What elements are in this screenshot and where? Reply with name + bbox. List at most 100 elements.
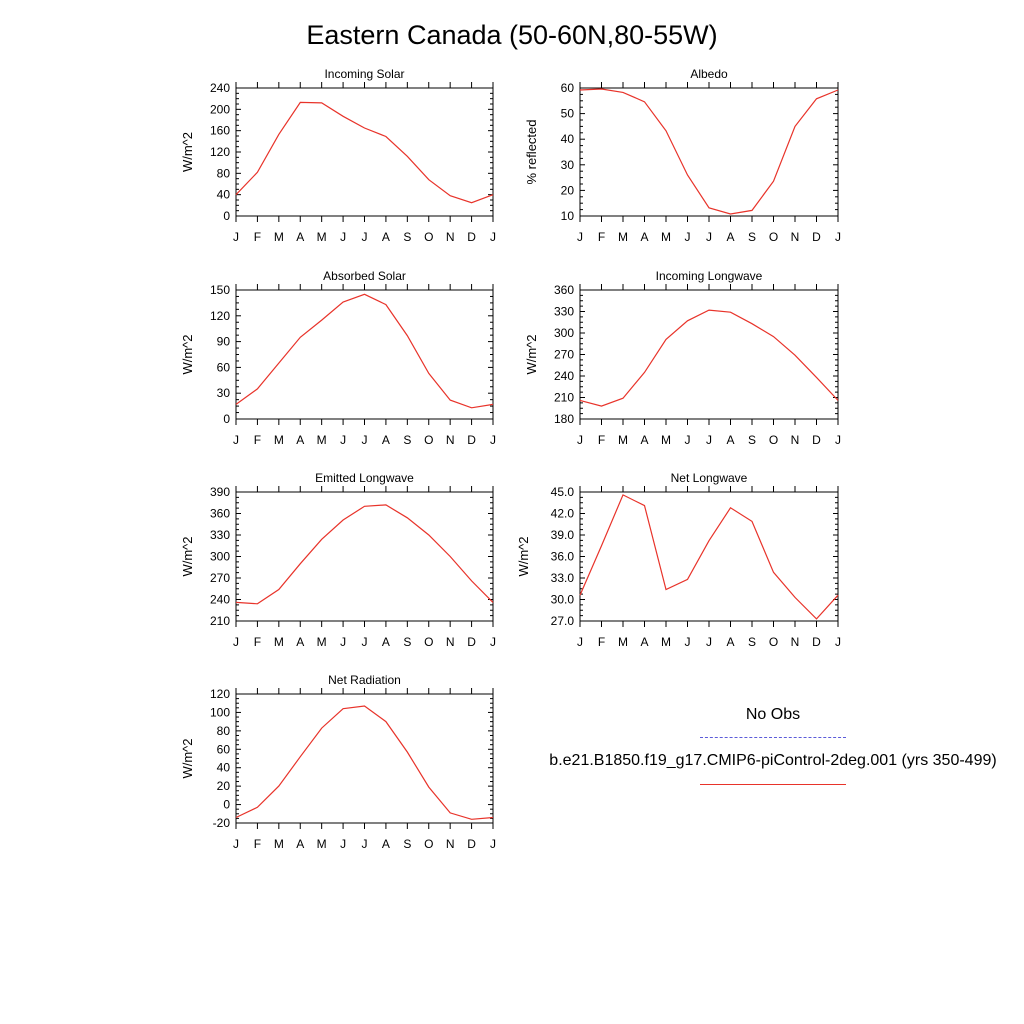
net-radiation-ylabel: W/m^2 xyxy=(180,738,195,778)
x-tick-label: A xyxy=(726,635,734,649)
y-tick-label: 30.0 xyxy=(551,593,575,607)
x-tick-label: M xyxy=(317,837,327,851)
x-tick-label: S xyxy=(748,433,756,447)
x-tick-label: A xyxy=(640,635,648,649)
x-tick-label: J xyxy=(340,837,346,851)
y-tick-label: 39.0 xyxy=(551,528,575,542)
incoming-longwave-panel: Incoming Longwave 180 210 240 270 300 330 360 J F… xyxy=(524,269,841,447)
y-tick-label: 80 xyxy=(217,724,231,738)
x-tick-label: A xyxy=(726,433,734,447)
y-tick-label: 360 xyxy=(210,507,230,521)
y-tick-label: 80 xyxy=(217,166,231,180)
albedo-ylabel: % reflected xyxy=(524,119,539,184)
x-tick-label: F xyxy=(254,230,261,244)
x-tick-label: A xyxy=(726,230,734,244)
x-tick-label: N xyxy=(791,635,800,649)
x-tick-label: J xyxy=(490,635,496,649)
x-tick-label: D xyxy=(467,433,476,447)
y-tick-label: 20 xyxy=(217,779,231,793)
x-tick-label: M xyxy=(317,635,327,649)
x-tick-label: F xyxy=(254,433,261,447)
y-tick-label: 270 xyxy=(554,348,574,362)
y-tick-label: 300 xyxy=(210,550,230,564)
emitted-longwave-plot-frame xyxy=(235,491,494,622)
x-tick-label: N xyxy=(446,230,455,244)
x-tick-label: O xyxy=(769,433,778,447)
x-tick-label: J xyxy=(577,230,583,244)
incoming-longwave-ylabel: W/m^2 xyxy=(524,334,539,374)
x-tick-label: M xyxy=(274,230,284,244)
y-tick-label: 200 xyxy=(210,102,230,116)
absorbed-solar-title: Absorbed Solar xyxy=(323,269,406,283)
figure-title: Eastern Canada (50-60N,80-55W) xyxy=(306,20,718,50)
x-tick-label: F xyxy=(254,837,261,851)
x-tick-label: S xyxy=(403,230,411,244)
y-tick-label: 33.0 xyxy=(551,571,575,585)
y-tick-label: 10 xyxy=(561,209,575,223)
net-radiation-plot-frame xyxy=(235,693,494,824)
y-tick-label: 0 xyxy=(223,209,230,223)
x-tick-label: D xyxy=(467,230,476,244)
y-tick-label: -20 xyxy=(213,816,231,830)
x-tick-label: D xyxy=(467,837,476,851)
legend-model-label: b.e21.B1850.f19_g17.CMIP6-piControl-2deg… xyxy=(549,752,997,769)
net-radiation-title: Net Radiation xyxy=(328,673,401,687)
x-tick-label: M xyxy=(274,635,284,649)
x-tick-label: A xyxy=(640,433,648,447)
y-tick-label: 45.0 xyxy=(551,485,575,499)
x-tick-label: J xyxy=(706,635,712,649)
y-tick-label: 60 xyxy=(217,360,231,374)
x-tick-label: A xyxy=(382,230,390,244)
y-tick-label: 270 xyxy=(210,571,230,585)
y-tick-label: 160 xyxy=(210,124,230,138)
x-tick-label: F xyxy=(598,433,605,447)
x-tick-label: J xyxy=(233,635,239,649)
x-tick-label: O xyxy=(424,230,433,244)
incoming-solar-title: Incoming Solar xyxy=(324,67,404,81)
x-tick-label: D xyxy=(467,635,476,649)
absorbed-solar-plot-frame xyxy=(235,289,494,420)
incoming-solar-series-line xyxy=(235,101,494,204)
y-tick-label: 90 xyxy=(217,335,231,349)
emitted-longwave-series-line xyxy=(235,504,494,605)
x-tick-label: A xyxy=(296,433,304,447)
x-tick-label: A xyxy=(296,635,304,649)
y-tick-label: 240 xyxy=(210,81,230,95)
x-tick-label: J xyxy=(835,635,841,649)
x-tick-label: J xyxy=(577,433,583,447)
x-tick-label: J xyxy=(685,230,691,244)
net-longwave-panel: Net Longwave 27.0 30.0 33.0 36.0 39.0 42.0 45.0… xyxy=(516,471,841,649)
x-tick-label: D xyxy=(812,433,821,447)
x-tick-label: O xyxy=(424,837,433,851)
absorbed-solar-series-line xyxy=(235,293,494,409)
x-tick-label: J xyxy=(835,230,841,244)
albedo-plot-frame xyxy=(579,87,839,217)
y-tick-label: 120 xyxy=(210,687,230,701)
net-longwave-ylabel: W/m^2 xyxy=(516,536,531,576)
incoming-longwave-series-line xyxy=(579,309,839,407)
y-tick-label: 36.0 xyxy=(551,550,575,564)
y-tick-label: 20 xyxy=(561,183,575,197)
x-tick-label: J xyxy=(233,837,239,851)
x-tick-label: O xyxy=(769,230,778,244)
x-tick-label: A xyxy=(382,433,390,447)
y-tick-label: 120 xyxy=(210,145,230,159)
x-tick-label: O xyxy=(424,635,433,649)
x-tick-label: M xyxy=(618,635,628,649)
x-tick-label: M xyxy=(317,433,327,447)
x-tick-label: J xyxy=(340,433,346,447)
x-tick-label: M xyxy=(274,433,284,447)
x-tick-label: N xyxy=(446,433,455,447)
y-tick-label: 300 xyxy=(554,326,574,340)
y-tick-label: 50 xyxy=(561,107,575,121)
y-tick-label: 210 xyxy=(554,391,574,405)
x-tick-label: J xyxy=(362,837,368,851)
y-tick-label: 30 xyxy=(217,386,231,400)
x-tick-label: O xyxy=(769,635,778,649)
x-tick-label: J xyxy=(490,837,496,851)
net-radiation-series-line xyxy=(235,705,494,820)
